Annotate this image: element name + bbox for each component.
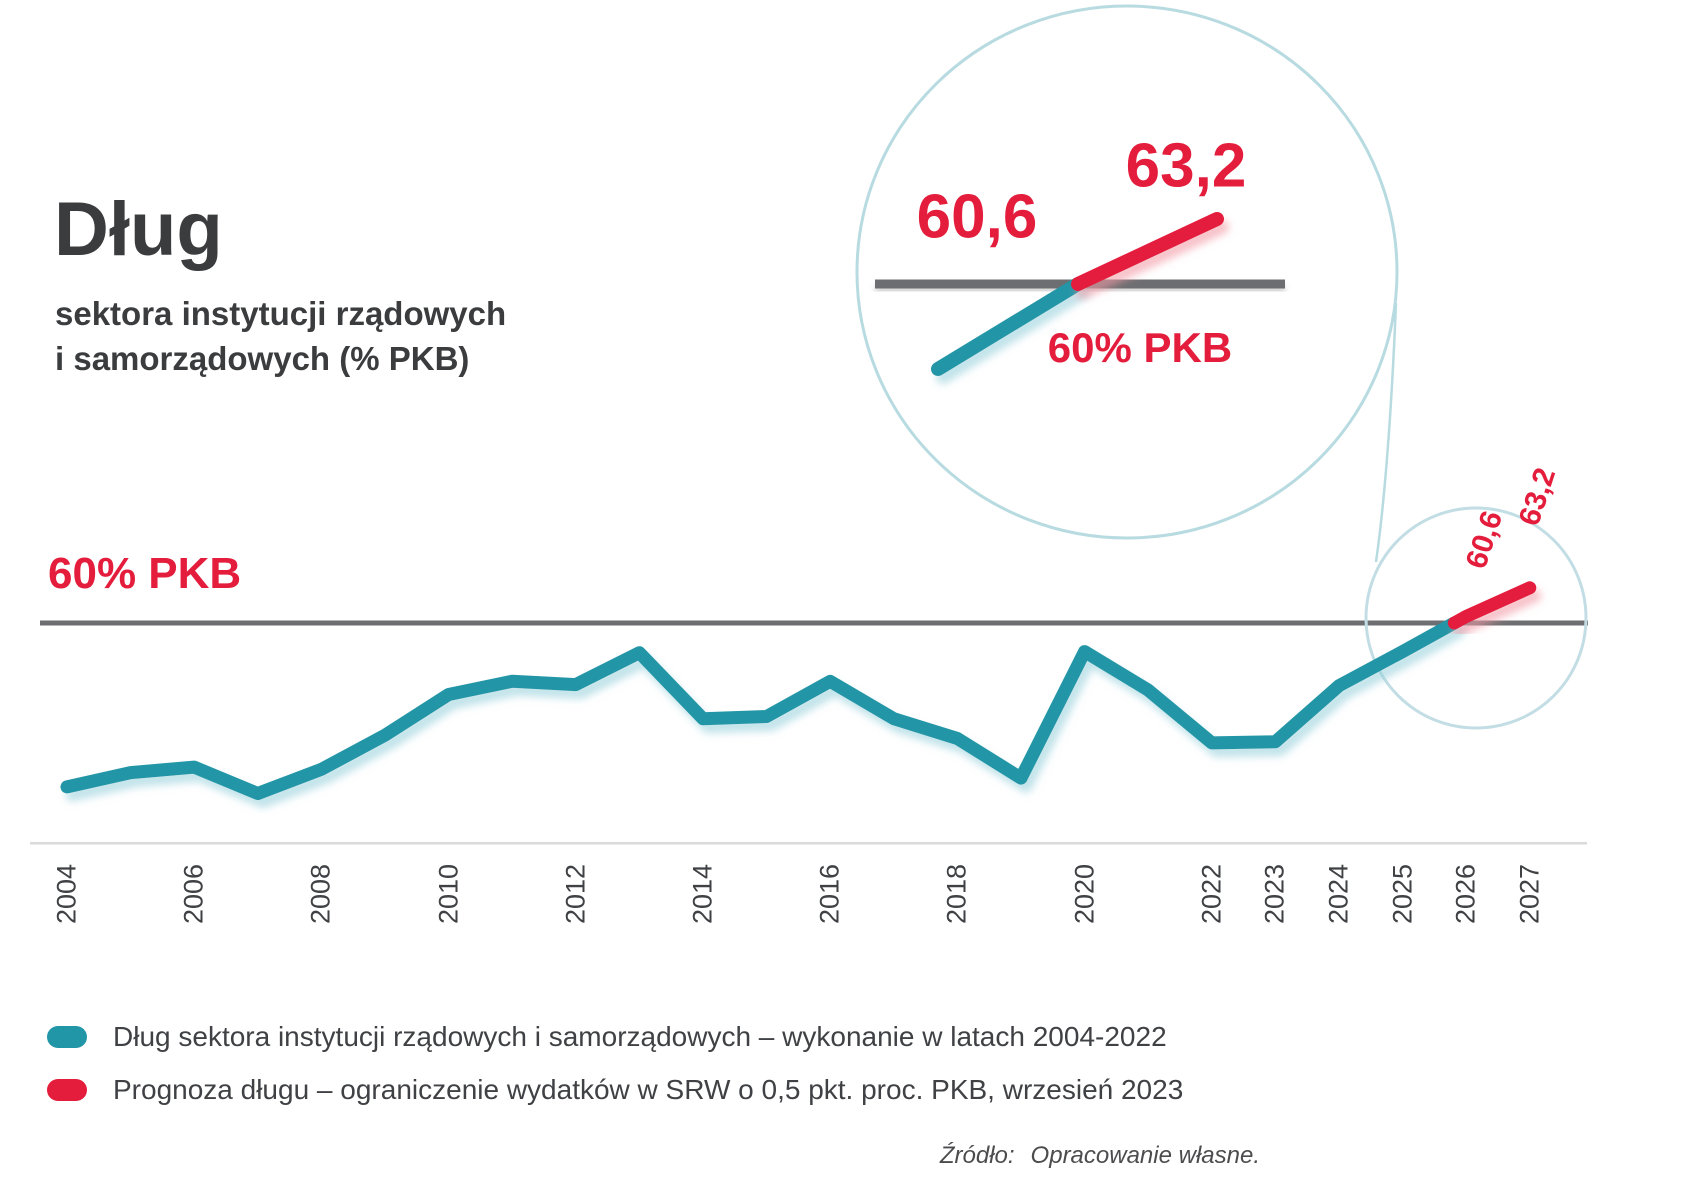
inset-value-2027: 63,2	[1125, 131, 1247, 201]
x-axis-label-2018: 2018	[941, 863, 972, 925]
x-axis-label-2020: 2020	[1069, 863, 1100, 925]
reference-line-60pct	[40, 620, 1588, 626]
debt-line-actual	[60, 616, 1461, 800]
x-axis-label-2026: 2026	[1450, 863, 1481, 925]
legend-label-forecast: Prognoza długu – ograniczenie wydatków w…	[113, 1074, 1184, 1105]
legend-label-actual: Dług sektora instytucji rządowych i samo…	[113, 1021, 1167, 1052]
x-axis-label-2012: 2012	[560, 863, 591, 925]
inset-reference-label: 60% PKB	[1047, 324, 1233, 371]
page-subtitle: sektora instytucji rządowych i samorządo…	[55, 291, 506, 381]
source-note: Źródło: Opracowanie własne.	[940, 1142, 1260, 1170]
x-axis-label-2010: 2010	[433, 863, 464, 925]
x-axis-label-2006: 2006	[178, 863, 209, 925]
source-text: Opracowanie własne.	[1030, 1142, 1260, 1169]
magnifier-leader-line	[1374, 302, 1398, 563]
legend-swatch-actual	[47, 1026, 87, 1048]
x-axis-label-2004: 2004	[51, 863, 82, 925]
legend-item-forecast: Prognoza długu – ograniczenie wydatków w…	[47, 1069, 1183, 1111]
x-axis-label-2016: 2016	[814, 863, 845, 925]
page-title: Dług	[54, 187, 223, 272]
x-axis-label-2022: 2022	[1196, 863, 1227, 925]
page-subtitle-line2: i samorządowych (% PKB)	[55, 340, 470, 377]
legend-swatch-forecast	[47, 1079, 87, 1101]
reference-line-label: 60% PKB	[48, 549, 242, 598]
source-prefix: Źródło:	[939, 1142, 1015, 1169]
x-axis-label-2008: 2008	[305, 863, 336, 925]
inset-line-actual	[931, 277, 1085, 376]
magnifier-lens-circle	[855, 4, 1399, 540]
page-subtitle-line1: sektora instytucji rządowych	[55, 295, 507, 332]
x-axis-label-2027: 2027	[1514, 863, 1545, 925]
highlight-circle-small	[1364, 506, 1588, 730]
x-axis-label-2023: 2023	[1259, 863, 1290, 925]
x-axis-label-2014: 2014	[687, 863, 718, 925]
x-axis-label-2025: 2025	[1387, 863, 1418, 925]
legend-item-actual: Dług sektora instytucji rządowych i samo…	[47, 1016, 1183, 1058]
debt-line-forecast	[1447, 581, 1537, 630]
inset-value-2026: 60,6	[916, 182, 1038, 252]
chart-legend: Dług sektora instytucji rządowych i samo…	[47, 1016, 1183, 1122]
inset-line-forecast	[1071, 212, 1224, 291]
x-axis-label-2024: 2024	[1323, 863, 1354, 925]
x-axis-rule	[30, 842, 1587, 845]
